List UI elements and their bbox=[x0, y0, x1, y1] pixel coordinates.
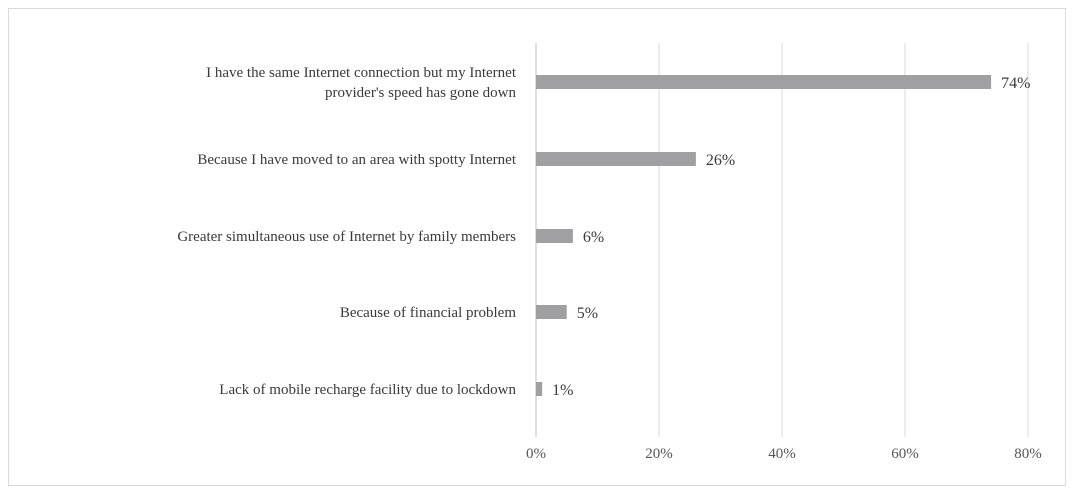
chart-frame: I have the same Internet connection but … bbox=[8, 8, 1066, 486]
x-tick-label: 60% bbox=[891, 446, 919, 462]
data-label: 6% bbox=[583, 229, 604, 246]
data-labels: 74% 26% 6% 5% 1% bbox=[552, 75, 1030, 399]
gridlines bbox=[535, 43, 1029, 437]
x-tick-label: 80% bbox=[1014, 446, 1042, 462]
bars bbox=[536, 75, 992, 396]
bar bbox=[536, 75, 992, 89]
bar bbox=[536, 229, 573, 243]
category-labels: I have the same Internet connection but … bbox=[177, 65, 516, 398]
x-tick-label: 40% bbox=[768, 446, 796, 462]
x-tick-label: 0% bbox=[526, 446, 546, 462]
category-label: Because I have moved to an area with spo… bbox=[197, 152, 516, 168]
category-label: I have the same Internet connection but … bbox=[206, 65, 517, 81]
data-label: 5% bbox=[577, 305, 598, 322]
bar bbox=[536, 152, 696, 166]
category-label: Because of financial problem bbox=[340, 305, 517, 321]
data-label: 1% bbox=[552, 382, 573, 399]
data-label: 26% bbox=[706, 152, 735, 169]
x-axis-tick-labels: 0% 20% 40% 60% 80% bbox=[526, 446, 1042, 462]
category-label: Lack of mobile recharge facility due to … bbox=[219, 382, 516, 398]
bar bbox=[536, 305, 567, 319]
x-tick-label: 20% bbox=[645, 446, 673, 462]
category-label: Greater simultaneous use of Internet by … bbox=[177, 229, 516, 245]
bar-chart: I have the same Internet connection but … bbox=[177, 43, 1042, 462]
category-label: provider's speed has gone down bbox=[325, 85, 516, 101]
bar bbox=[536, 382, 543, 396]
data-label: 74% bbox=[1001, 75, 1030, 92]
